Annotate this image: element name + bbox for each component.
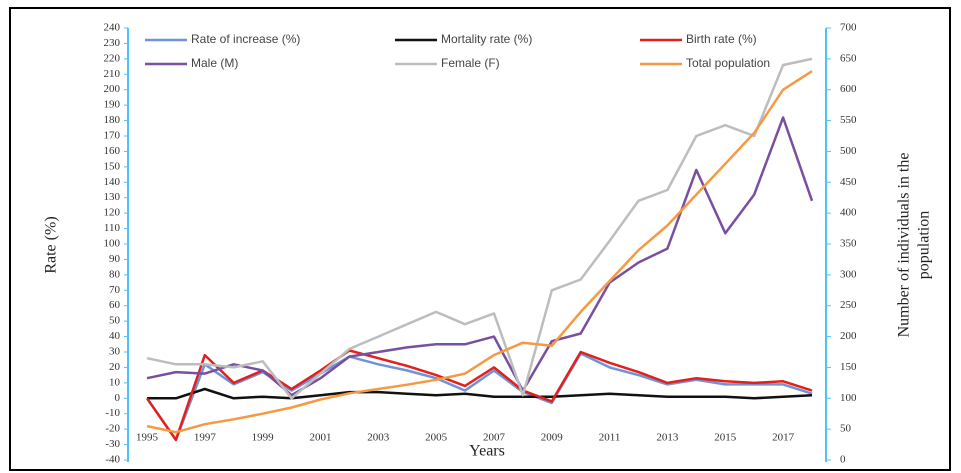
y-tick-label: 60 <box>109 299 121 311</box>
legend-label: Female (F) <box>441 56 500 70</box>
x-tick-label: 2005 <box>425 432 448 444</box>
y2-axis-title: population <box>916 211 933 279</box>
y-tick-label: 20 <box>109 361 121 373</box>
y-tick-label: 50 <box>109 315 121 327</box>
y-tick-label: 0 <box>115 392 121 404</box>
x-tick-label: 2009 <box>541 432 564 444</box>
y-tick-label: 170 <box>104 130 121 142</box>
frame <box>9 7 951 471</box>
y-tick-label: -10 <box>105 407 120 419</box>
y2-tick-label: 550 <box>840 114 857 126</box>
y-tick-label: 30 <box>109 346 121 358</box>
y2-tick-label: 150 <box>840 361 857 373</box>
x-tick-label: 1999 <box>252 432 275 444</box>
x-axis-title: Years <box>469 443 505 460</box>
x-tick-label: 2011 <box>599 432 621 444</box>
y-tick-label: 180 <box>104 114 121 126</box>
y-tick-label: -40 <box>105 454 120 466</box>
y-tick-label: 90 <box>109 253 121 265</box>
y-tick-label: 140 <box>104 176 121 188</box>
y-axis-title: Rate (%) <box>43 216 60 273</box>
y2-tick-label: 700 <box>840 22 857 34</box>
legend-label: Birth rate (%) <box>686 32 757 46</box>
y2-tick-label: 400 <box>840 207 857 219</box>
legend-label: Male (M) <box>191 56 238 70</box>
y-tick-label: 240 <box>104 22 121 34</box>
x-tick-label: 2015 <box>714 432 737 444</box>
y-tick-label: 10 <box>109 376 121 388</box>
x-tick-label: 2017 <box>772 432 795 444</box>
y-tick-label: 100 <box>104 238 121 250</box>
series-line <box>146 70 813 434</box>
y-tick-label: 120 <box>104 207 121 219</box>
y-tick-label: 160 <box>104 145 121 157</box>
y-tick-label: 150 <box>104 160 121 172</box>
y-tick-label: 80 <box>109 268 121 280</box>
series-line <box>145 352 813 442</box>
series-line <box>146 57 813 400</box>
y-tick-label: 40 <box>109 330 121 342</box>
legend-label: Total population <box>686 56 770 70</box>
y2-tick-label: 500 <box>840 145 857 157</box>
y-tick-label: 130 <box>104 191 121 203</box>
y2-axis-title: Number of individuals in the <box>896 153 913 338</box>
x-tick-label: 2001 <box>309 432 331 444</box>
series-line <box>145 349 813 442</box>
x-tick-label: 1995 <box>136 432 159 444</box>
y-tick-label: 70 <box>109 284 121 296</box>
x-tick-label: 2003 <box>367 432 390 444</box>
y2-tick-label: 350 <box>840 238 857 250</box>
y-tick-label: 210 <box>104 68 121 80</box>
x-tick-label: 2007 <box>483 432 506 444</box>
y-tick-label: 230 <box>104 37 121 49</box>
y-tick-label: -30 <box>105 438 120 450</box>
y-tick-label: 220 <box>104 52 121 64</box>
y-tick-label: -20 <box>105 423 120 435</box>
y2-tick-label: 200 <box>840 330 857 342</box>
x-tick-label: 1997 <box>194 432 217 444</box>
y-tick-label: 110 <box>104 222 121 234</box>
y-tick-label: 200 <box>104 83 121 95</box>
series-line <box>146 116 814 397</box>
y-tick-label: 190 <box>104 99 121 111</box>
series-line <box>147 387 813 400</box>
legend-label: Rate of increase (%) <box>191 32 300 46</box>
x-tick-label: 2013 <box>656 432 679 444</box>
y2-tick-label: 450 <box>840 176 857 188</box>
y2-tick-label: 50 <box>840 423 852 435</box>
y2-tick-label: 300 <box>840 268 857 280</box>
y2-tick-label: 250 <box>840 299 857 311</box>
y2-tick-label: 650 <box>840 52 857 64</box>
legend-label: Mortality rate (%) <box>441 32 532 46</box>
y2-tick-label: 100 <box>840 392 857 404</box>
y2-tick-label: 0 <box>840 454 846 466</box>
y2-tick-label: 600 <box>840 83 857 95</box>
